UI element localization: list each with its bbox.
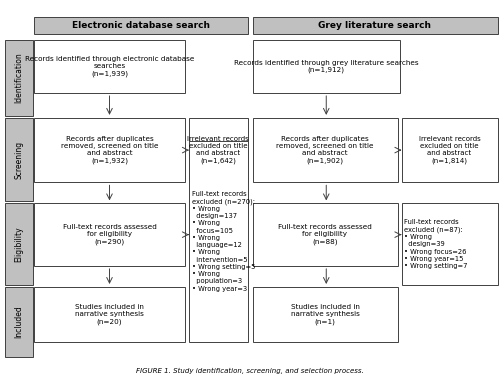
Text: Studies included in
narrative synthesis
(n=1): Studies included in narrative synthesis … — [290, 304, 360, 325]
Text: Full-text records
excluded (n=270):
• Wrong
  design=137
• Wrong
  focus=105
• W: Full-text records excluded (n=270): • Wr… — [192, 191, 255, 292]
Bar — [5, 40, 32, 116]
Text: Records after duplicates
removed, screened on title
and abstract
(n=1,932): Records after duplicates removed, screen… — [61, 136, 158, 164]
Bar — [252, 118, 398, 182]
Text: Records identified through electronic database
searches
(n=1,939): Records identified through electronic da… — [25, 56, 194, 77]
Bar — [34, 17, 248, 34]
Bar — [5, 287, 32, 357]
Text: Full-text records
excluded (n=87):
• Wrong
  design=39
• Wrong focus=26
• Wrong : Full-text records excluded (n=87): • Wro… — [404, 219, 468, 269]
Text: Full-text records assessed
for eligibility
(n=290): Full-text records assessed for eligibili… — [62, 224, 156, 245]
Bar — [402, 203, 498, 285]
Text: Irrelevant records
excluded on title
and abstract
(n=1,642): Irrelevant records excluded on title and… — [188, 136, 249, 164]
Bar — [252, 40, 400, 93]
Text: FIGURE 1. Study identification, screening, and selection process.: FIGURE 1. Study identification, screenin… — [136, 367, 364, 374]
Bar — [34, 40, 185, 93]
Bar — [34, 118, 185, 182]
Text: Included: Included — [14, 306, 23, 339]
Text: Electronic database search: Electronic database search — [72, 21, 210, 30]
Bar — [189, 118, 248, 182]
Bar — [5, 118, 32, 201]
Bar — [252, 17, 498, 34]
Text: Grey literature search: Grey literature search — [318, 21, 432, 30]
Text: Studies included in
narrative synthesis
(n=20): Studies included in narrative synthesis … — [75, 304, 144, 325]
Text: Identification: Identification — [14, 52, 23, 103]
Bar — [189, 141, 248, 342]
Text: Eligibility: Eligibility — [14, 226, 23, 262]
Text: Full-text records assessed
for eligibility
(n=88): Full-text records assessed for eligibili… — [278, 224, 372, 245]
Text: Records after duplicates
removed, screened on title
and abstract
(n=1,902): Records after duplicates removed, screen… — [276, 136, 374, 164]
Text: Irrelevant records
excluded on title
and abstract
(n=1,814): Irrelevant records excluded on title and… — [418, 136, 480, 164]
Bar — [402, 118, 498, 182]
Bar — [5, 203, 32, 285]
Bar — [34, 203, 185, 266]
Text: Records identified through grey literature searches
(n=1,912): Records identified through grey literatu… — [234, 60, 418, 73]
Bar — [252, 287, 398, 342]
Text: Screening: Screening — [14, 141, 23, 179]
Bar — [252, 203, 398, 266]
Bar — [34, 287, 185, 342]
